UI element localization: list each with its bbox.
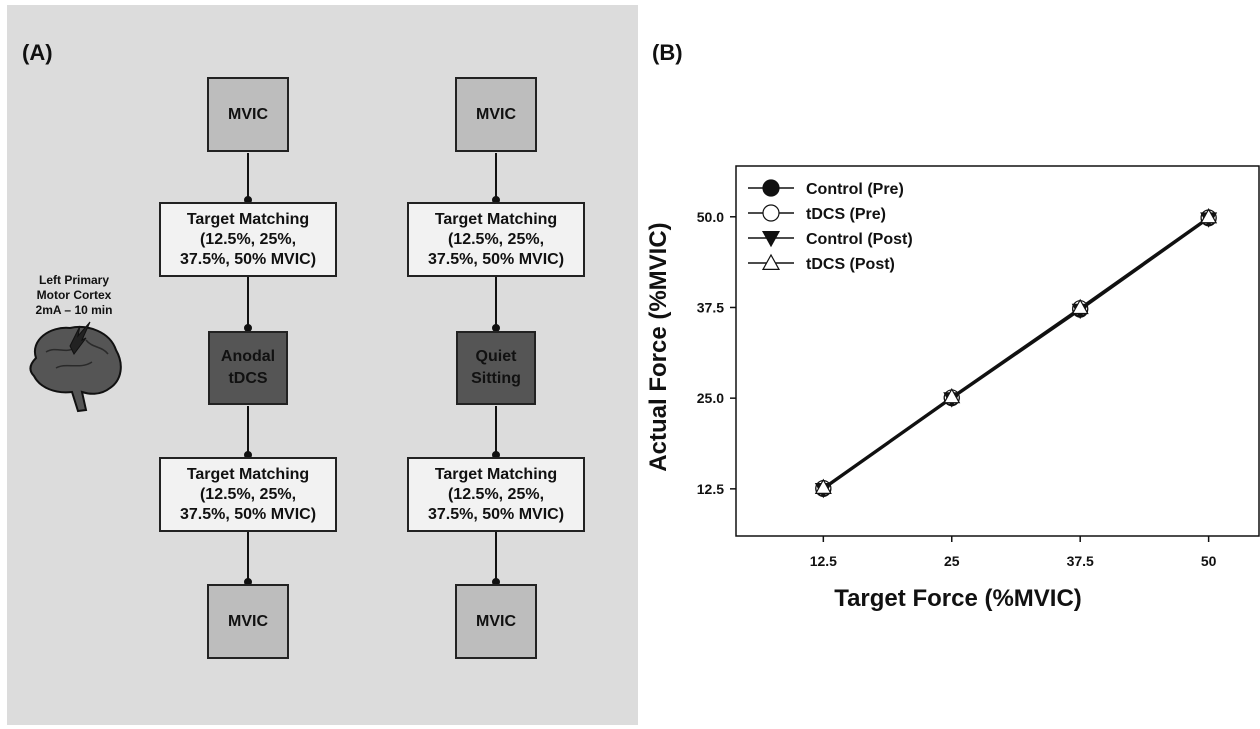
plot-frame xyxy=(735,165,1260,537)
data-point xyxy=(943,387,961,404)
data-point xyxy=(1071,298,1089,315)
stimulation-bolt-icon xyxy=(69,321,91,355)
x-tick-label: 50 xyxy=(1201,553,1217,569)
mvic-box-bottom-tdcs: MVIC xyxy=(207,584,289,659)
y-tick-label: 25.0 xyxy=(697,390,724,406)
panel-a-label: (A) xyxy=(22,40,53,65)
legend-marker xyxy=(762,179,780,197)
panel-b-label: (B) xyxy=(652,40,683,65)
target-matching-post-tdcs: Target Matching (12.5%, 25%, 37.5%, 50% … xyxy=(159,457,337,532)
legend-label: tDCS (Pre) xyxy=(806,206,886,223)
legend-label: Control (Post) xyxy=(806,231,913,248)
mvic-box-top-sham: MVIC xyxy=(455,77,537,152)
target-matching-pre-tdcs: Target Matching (12.5%, 25%, 37.5%, 50% … xyxy=(159,202,337,277)
target-matching-post-sham: Target Matching (12.5%, 25%, 37.5%, 50% … xyxy=(407,457,585,532)
force-chart: 12.5 25 37.5 50 12.5 25.0 37.5 50.0 Target Force… xyxy=(645,165,1260,612)
brain-icon xyxy=(29,321,122,413)
anodal-tdcs-box: Anodal tDCS xyxy=(208,331,288,405)
y-tick-label: 37.5 xyxy=(697,299,724,315)
y-tick-label: 50.0 xyxy=(697,209,724,225)
series-line xyxy=(822,216,1210,489)
quiet-sitting-box: Quiet Sitting xyxy=(456,331,536,405)
mvic-box-bottom-sham: MVIC xyxy=(455,584,537,659)
data-point xyxy=(1200,208,1218,224)
brain-label: Left Primary Motor Cortex 2mA – 10 min xyxy=(35,273,113,317)
legend-label: Control (Pre) xyxy=(806,181,904,198)
series-line xyxy=(822,218,1210,491)
data-point xyxy=(814,478,832,494)
x-axis-title: Target Force (%MVIC) xyxy=(834,585,1082,612)
legend-marker xyxy=(761,231,781,248)
y-tick-label: 12.5 xyxy=(697,481,724,497)
x-tick-label: 12.5 xyxy=(810,553,837,569)
x-tick-label: 25 xyxy=(944,553,960,569)
legend-label: tDCS (Post) xyxy=(806,256,895,273)
mvic-box-top-tdcs: MVIC xyxy=(207,77,289,152)
x-tick-label: 37.5 xyxy=(1067,553,1094,569)
legend-marker xyxy=(762,204,780,222)
y-axis-title: Actual Force (%MVIC) xyxy=(645,222,672,471)
target-matching-pre-sham: Target Matching (12.5%, 25%, 37.5%, 50% … xyxy=(407,202,585,277)
legend-marker xyxy=(761,253,781,270)
